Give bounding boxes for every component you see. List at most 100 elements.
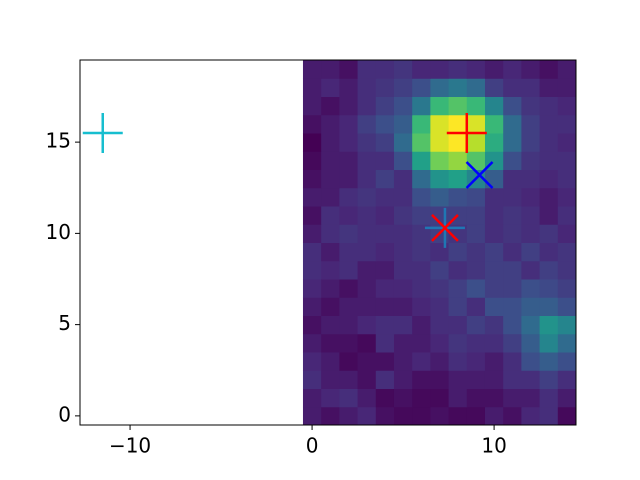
heatmap-cell: [393, 297, 413, 316]
heatmap-cell: [521, 333, 541, 353]
heatmap-cell: [430, 60, 450, 79]
heatmap-cell: [357, 114, 377, 134]
heatmap-cell: [539, 242, 559, 262]
heatmap-cell: [448, 352, 468, 371]
heatmap-cell: [539, 169, 559, 189]
heatmap-cell: [393, 279, 413, 298]
heatmap-cell: [557, 315, 577, 335]
heatmap-cell: [357, 406, 377, 426]
heatmap-cell: [448, 78, 468, 97]
heatmap-cell: [484, 96, 504, 116]
heatmap-cell: [393, 114, 413, 134]
heatmap-cell: [393, 315, 413, 335]
heatmap-cell: [521, 60, 541, 79]
heatmap-cell: [321, 60, 340, 79]
heatmap-cell: [357, 96, 377, 116]
heatmap-cell: [339, 315, 359, 335]
heatmap-cell: [430, 315, 450, 335]
heatmap-cell: [539, 315, 559, 335]
heatmap-cell: [503, 333, 522, 353]
heatmap-cell: [539, 279, 559, 298]
heatmap-cell: [302, 60, 322, 79]
heatmap-cell: [466, 260, 486, 280]
heatmap-cell: [412, 206, 431, 225]
heatmap-cell: [557, 297, 577, 316]
heatmap-cell: [430, 78, 450, 97]
heatmap-cell: [539, 260, 559, 280]
heatmap-cell: [375, 206, 395, 225]
heatmap-cell: [521, 297, 541, 316]
heatmap-cell: [430, 352, 450, 371]
heatmap-cell: [357, 297, 377, 316]
heatmap-cell: [357, 133, 377, 152]
heatmap-cell: [357, 388, 377, 408]
heatmap-cell: [484, 224, 504, 243]
heatmap-cell: [521, 114, 541, 134]
heatmap-cell: [466, 406, 486, 426]
heatmap-cell: [448, 187, 468, 207]
heatmap-cell: [503, 114, 522, 134]
heatmap-cell: [557, 206, 577, 225]
y-tick-label: 5: [58, 311, 71, 335]
heatmap-cell: [357, 260, 377, 280]
heatmap-cell: [521, 169, 541, 189]
heatmap-cell: [393, 133, 413, 152]
heatmap-cell: [521, 133, 541, 152]
heatmap-cell: [357, 352, 377, 371]
heatmap-cell: [375, 114, 395, 134]
heatmap-cell: [484, 297, 504, 316]
heatmap-cell: [539, 388, 559, 408]
heatmap-cell: [339, 151, 359, 170]
heatmap-cell: [339, 60, 359, 79]
heatmap-cell: [302, 187, 322, 207]
heatmap-cell: [430, 187, 450, 207]
heatmap-cell: [375, 151, 395, 170]
heatmap-cell: [557, 242, 577, 262]
heatmap-cell: [539, 78, 559, 97]
heatmap-cell: [448, 297, 468, 316]
heatmap-cell: [466, 315, 486, 335]
heatmap-cell: [521, 242, 541, 262]
y-tick-label: 15: [46, 129, 71, 153]
heatmap-cell: [321, 224, 340, 243]
heatmap-cell: [466, 370, 486, 389]
heatmap-cell: [521, 151, 541, 170]
heatmap-cell: [466, 151, 486, 170]
heatmap-cell: [503, 406, 522, 426]
heatmap-cell: [412, 169, 431, 189]
heatmap-cell: [539, 187, 559, 207]
heatmap-cell: [302, 279, 322, 298]
heatmap-cell: [339, 297, 359, 316]
heatmap-cell: [484, 169, 504, 189]
heatmap-cell: [339, 133, 359, 152]
heatmap-cell: [393, 370, 413, 389]
heatmap-cell: [357, 169, 377, 189]
heatmap-cell: [339, 114, 359, 134]
heatmap-cell: [412, 352, 431, 371]
heatmap-cell: [375, 187, 395, 207]
heatmap-cell: [484, 315, 504, 335]
heatmap-cell: [412, 187, 431, 207]
heatmap-cell: [302, 114, 322, 134]
heatmap-cell: [412, 279, 431, 298]
heatmap-cell: [375, 60, 395, 79]
heatmap-cell: [393, 388, 413, 408]
heatmap-cell: [539, 297, 559, 316]
heatmap-cell: [484, 370, 504, 389]
heatmap-cell: [484, 279, 504, 298]
heatmap-cell: [503, 151, 522, 170]
heatmap-cell: [557, 333, 577, 353]
heatmap-cell: [302, 333, 322, 353]
heatmap-cell: [393, 352, 413, 371]
heatmap-cell: [412, 333, 431, 353]
heatmap-cell: [321, 370, 340, 389]
heatmap-cell: [393, 242, 413, 262]
heatmap-cell: [321, 151, 340, 170]
heatmap-cell: [521, 370, 541, 389]
heatmap-cell: [521, 96, 541, 116]
heatmap-cell: [412, 78, 431, 97]
heatmap-cell: [357, 279, 377, 298]
heatmap-cell: [430, 242, 450, 262]
heatmap-cell: [484, 187, 504, 207]
